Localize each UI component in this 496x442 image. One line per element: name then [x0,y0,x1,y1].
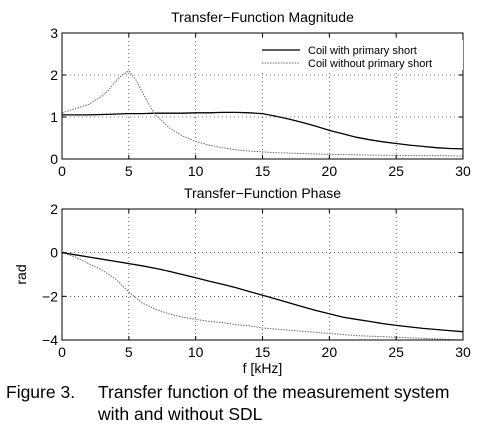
magnitude-y-tick-label: 0 [50,151,58,167]
phase-x-tick-label: 30 [455,344,471,360]
magnitude-x-tick-label: 30 [455,163,471,179]
magnitude-legend-box [255,40,463,70]
phase-axes-frame [61,208,464,341]
caption-line-1: Transfer function of the measurement sys… [98,382,450,402]
figure-caption: Figure 3. Transfer function of the measur… [6,381,492,425]
magnitude-x-tick-label: 15 [255,163,271,179]
magnitude-y-tick-label: 3 [50,25,58,41]
phase-y-tick-label: 2 [50,201,58,217]
phase-x-axis-label: f [kHz] [243,360,283,376]
magnitude-title: Transfer−Function Magnitude [171,9,354,25]
magnitude-y-tick-label: 2 [50,67,58,83]
phase-y-tick-label: −4 [42,332,58,348]
phase-x-tick-label: 15 [255,344,271,360]
magnitude-x-tick-label: 25 [388,163,404,179]
magnitude-x-tick-label: 5 [125,163,133,179]
phase-x-tick-label: 10 [188,344,204,360]
magnitude-legend-label-with-short: Coil with primary short [308,45,417,57]
phase-title: Transfer−Function Phase [184,185,341,201]
magnitude-series-with-short-line [62,111,464,150]
phase-x-tick-label: 0 [58,344,66,360]
phase-y-axis-label: rad [13,264,29,284]
phase-series-with-short-line [61,252,464,333]
magnitude-series-without-short-line [61,70,464,157]
caption-line-2: with and without SDL [98,404,263,424]
phase-x-tick-label: 20 [322,344,338,360]
phase-y-tick-label: −2 [42,288,58,304]
phase-y-tick-label: 0 [50,245,58,261]
magnitude-y-tick-label: 1 [50,109,58,125]
magnitude-x-tick-label: 10 [188,163,204,179]
phase-x-tick-label: 5 [125,344,133,360]
phase-x-tick-label: 25 [388,344,404,360]
magnitude-x-tick-label: 20 [322,163,338,179]
magnitude-legend-label-without-short: Coil without primary short [308,58,432,70]
phase-series-without-short-line [61,252,464,341]
caption-number: Figure 3. [6,382,76,402]
magnitude-x-tick-label: 0 [58,163,66,179]
